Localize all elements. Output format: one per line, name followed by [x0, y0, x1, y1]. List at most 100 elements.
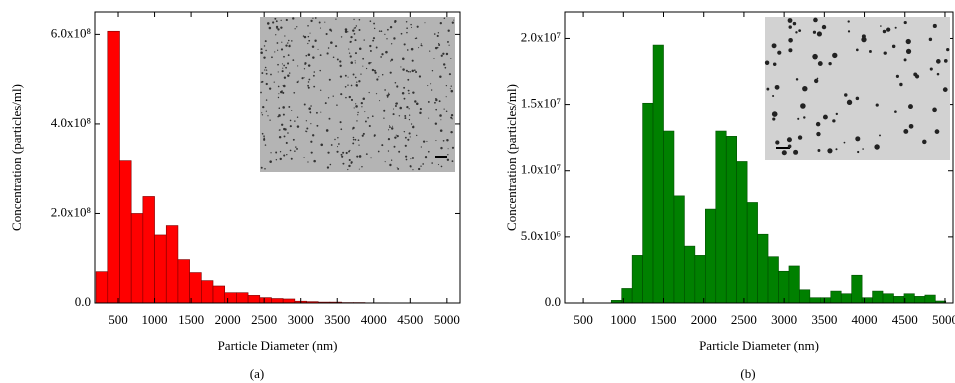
speck: [793, 22, 796, 25]
speck: [313, 160, 316, 163]
speck: [362, 135, 364, 137]
speck: [307, 161, 308, 162]
speck: [405, 145, 407, 147]
speck: [262, 114, 263, 115]
speck: [350, 61, 353, 64]
speck: [933, 24, 937, 28]
speck: [345, 97, 347, 99]
speck: [313, 75, 315, 77]
speck: [279, 136, 281, 138]
speck: [308, 40, 310, 42]
speck: [434, 102, 436, 104]
speck: [331, 30, 333, 32]
speck: [444, 109, 445, 110]
speck: [817, 31, 822, 36]
speck: [283, 65, 285, 67]
speck: [421, 43, 422, 44]
speck: [263, 135, 265, 137]
speck: [280, 151, 281, 152]
speck: [310, 123, 311, 124]
bar: [643, 103, 653, 303]
speck: [391, 59, 393, 61]
speck: [816, 122, 820, 126]
speck: [341, 36, 342, 37]
speck: [316, 112, 318, 114]
speck: [345, 86, 347, 88]
speck: [440, 119, 441, 120]
speck: [412, 91, 414, 93]
speck: [265, 50, 266, 51]
speck: [381, 144, 383, 146]
speck: [904, 58, 907, 61]
speck: [261, 112, 262, 113]
speck: [886, 27, 890, 31]
speck: [424, 22, 425, 23]
speck: [333, 95, 334, 96]
speck: [428, 101, 430, 103]
x-tick-label: 3000: [771, 312, 797, 327]
speck: [438, 32, 439, 33]
speck: [261, 167, 263, 169]
speck: [416, 102, 419, 105]
speck: [276, 159, 277, 160]
speck: [267, 115, 268, 116]
speck: [406, 21, 408, 23]
speck: [281, 48, 283, 50]
speck: [287, 42, 288, 43]
speck: [372, 40, 374, 42]
speck: [277, 28, 279, 30]
speck: [906, 39, 911, 44]
speck: [789, 25, 792, 28]
bar: [893, 296, 903, 303]
speck: [812, 54, 818, 60]
speck: [282, 106, 285, 109]
speck: [293, 92, 295, 94]
speck: [435, 123, 437, 125]
speck: [351, 85, 353, 87]
speck: [264, 45, 265, 46]
speck: [358, 144, 359, 145]
speck: [269, 160, 272, 163]
speck: [418, 47, 419, 48]
speck: [363, 98, 366, 101]
speck: [342, 163, 344, 165]
speck: [387, 29, 389, 31]
speck: [406, 32, 408, 34]
speck: [389, 164, 391, 166]
speck: [422, 163, 424, 165]
speck: [772, 111, 778, 117]
speck: [280, 158, 282, 160]
bar: [705, 209, 715, 303]
speck: [407, 139, 409, 141]
speck: [311, 152, 313, 154]
speck: [290, 120, 292, 122]
speck: [932, 108, 937, 113]
speck: [295, 146, 296, 147]
speck: [447, 41, 449, 43]
speck: [270, 74, 272, 76]
speck: [297, 125, 299, 127]
speck: [312, 18, 313, 19]
speck: [392, 126, 393, 127]
speck: [292, 17, 294, 19]
speck: [260, 92, 262, 94]
speck: [861, 37, 866, 42]
speck: [374, 28, 375, 29]
speck: [291, 158, 293, 160]
speck: [379, 30, 381, 32]
speck: [320, 90, 321, 91]
speck: [356, 85, 358, 87]
speck: [267, 22, 270, 25]
speck: [269, 27, 272, 30]
speck: [278, 86, 280, 88]
speck: [361, 166, 362, 167]
speck: [266, 69, 267, 70]
speck: [305, 130, 306, 131]
speck: [354, 39, 356, 41]
speck: [266, 111, 267, 112]
speck: [307, 85, 309, 87]
speck: [892, 45, 895, 48]
speck: [399, 107, 402, 110]
speck: [362, 66, 363, 67]
speck: [308, 54, 311, 57]
